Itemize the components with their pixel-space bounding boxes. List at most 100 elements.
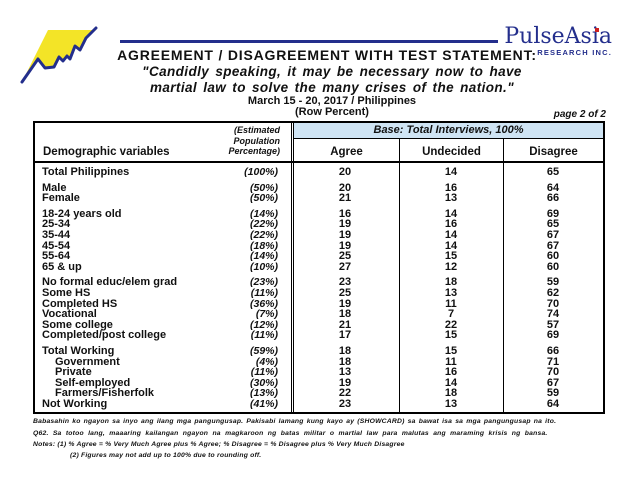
cell-agree: 18: [338, 355, 352, 368]
brand-name: PulseAsia: [504, 24, 612, 49]
cell-agree: 23: [338, 397, 352, 410]
cell-disagree: 67: [546, 228, 560, 241]
row-population-pct: (22%): [249, 228, 278, 241]
pulseasia-logo-icon: [20, 26, 98, 84]
table-row: 18-24 years old (14%) 16 14 69: [35, 207, 603, 220]
results-table: Demographic variables (Estimated Populat…: [33, 121, 605, 415]
cell-undecided: 14: [444, 376, 458, 389]
table-row: Total Philippines (100%) 20 14 65: [35, 167, 603, 178]
row-group: Male (50%) 20 16 64 Female (50%) 21 13 6…: [35, 181, 603, 204]
row-group: 18-24 years old (14%) 16 14 69 25-34 (22…: [35, 207, 603, 273]
col-header-agree: Agree: [330, 146, 363, 158]
row-label: Total Working: [42, 344, 115, 357]
cell-agree: 21: [338, 318, 352, 331]
row-label: 18-24 years old: [42, 207, 122, 220]
cell-disagree: 66: [546, 344, 560, 357]
col-header-demographic: Demographic variables: [43, 146, 170, 158]
table-row: 55-64 (14%) 25 15 60: [35, 251, 603, 262]
row-population-pct: (30%): [249, 376, 278, 389]
cell-undecided: 15: [444, 329, 458, 342]
brand-red-dot-icon: [595, 28, 599, 32]
cell-undecided: 16: [444, 181, 458, 194]
row-label: 65 & up: [42, 260, 82, 273]
row-label: Vocational: [42, 308, 97, 321]
cell-agree: 16: [338, 207, 352, 220]
row-group: Total Philippines (100%) 20 14 65: [35, 167, 603, 178]
col-header-population-line: (Estimated: [233, 125, 280, 135]
cell-undecided: 15: [444, 344, 458, 357]
cell-undecided: 14: [444, 207, 458, 220]
row-population-pct: (7%): [255, 308, 278, 321]
row-label: Male: [42, 181, 67, 194]
row-population-pct: (50%): [249, 192, 278, 205]
row-label: Self-employed: [55, 376, 131, 389]
cell-undecided: 14: [444, 239, 458, 252]
row-population-pct: (11%): [250, 366, 278, 379]
page-title: AGREEMENT / DISAGREEMENT WITH TEST STATE…: [117, 47, 537, 63]
cell-agree: 19: [338, 376, 352, 389]
cell-disagree: 67: [546, 376, 560, 389]
base-header: Base: Total Interviews, 100%: [294, 123, 603, 139]
cell-undecided: 13: [444, 286, 458, 299]
table-row: Total Working (59%) 18 15 66: [35, 346, 603, 357]
table-body: Total Philippines (100%) 20 14 65 Male (…: [35, 163, 603, 413]
cell-agree: 23: [338, 276, 352, 289]
cell-undecided: 16: [444, 366, 458, 379]
row-label: Total Philippines: [42, 166, 130, 178]
table-row: Government (4%) 18 11 71: [35, 355, 603, 368]
cell-undecided: 15: [444, 250, 458, 263]
cell-undecided: 18: [444, 276, 458, 289]
row-label: No formal educ/elem grad: [42, 276, 178, 289]
row-label: 35-44: [42, 228, 71, 241]
table-row: 25-34 (22%) 19 16 65: [35, 219, 603, 230]
row-population-pct: (12%): [249, 318, 278, 331]
brand-subtitle: RESEARCH INC.: [537, 48, 612, 57]
cell-agree: 20: [338, 181, 352, 194]
cell-disagree: 64: [546, 397, 560, 410]
footnote-note-1: Notes: (1) % Agree = % Very Much Agree p…: [33, 441, 405, 448]
cell-undecided: 14: [444, 228, 458, 241]
cell-undecided: 18: [444, 387, 458, 400]
row-population-pct: (11%): [250, 286, 278, 299]
row-group: Total Working (59%) 18 15 66 Government …: [35, 346, 603, 410]
row-label: Government: [55, 355, 120, 368]
row-population-pct: (4%): [255, 355, 278, 368]
row-label: 55-64: [42, 250, 71, 263]
column-divider-1: [399, 163, 400, 413]
footnote-intro: Babasahin ko ngayon sa inyo ang ilang mg…: [33, 418, 557, 425]
cell-undecided: 11: [445, 297, 457, 310]
cell-agree: 25: [338, 286, 352, 299]
row-population-pct: (41%): [249, 397, 278, 410]
cell-disagree: 70: [546, 366, 560, 379]
col-header-population-line: Percentage): [228, 146, 280, 156]
row-population-pct: (10%): [249, 260, 278, 273]
col-header-disagree: Disagree: [503, 139, 603, 161]
table-row: Farmers/Fisherfolk (13%) 22 18 59: [35, 388, 603, 399]
cell-agree: 13: [338, 366, 352, 379]
row-label: Completed HS: [42, 297, 118, 310]
col-header-undecided: Undecided: [399, 139, 503, 161]
cell-undecided: 16: [444, 218, 458, 231]
cell-agree: 25: [338, 250, 352, 263]
column-divider-double: [291, 163, 294, 413]
page-number: page 2 of 2: [553, 109, 606, 120]
cell-undecided: 22: [444, 318, 458, 331]
cell-disagree: 69: [546, 207, 560, 220]
row-label: Female: [42, 192, 80, 205]
row-label: Farmers/Fisherfolk: [55, 387, 155, 400]
col-header-population: (Estimated Population Percentage): [228, 125, 280, 157]
brand: PulseAsia RESEARCH INC.: [504, 24, 612, 58]
cell-undecided: 7: [447, 308, 455, 321]
row-population-pct: (100%): [244, 166, 278, 178]
row-label: Some college: [42, 318, 113, 331]
cell-disagree: 60: [546, 250, 560, 263]
cell-disagree: 59: [546, 276, 560, 289]
column-divider-2: [503, 163, 504, 413]
table-row: Female (50%) 21 13 66: [35, 193, 603, 204]
table-row: Completed/post college (11%) 17 15 69: [35, 330, 603, 341]
cell-agree: 27: [338, 260, 352, 273]
row-population-pct: (14%): [249, 207, 278, 220]
cell-disagree: 60: [546, 260, 560, 273]
cell-disagree: 66: [546, 192, 560, 205]
cell-agree: 19: [338, 297, 352, 310]
